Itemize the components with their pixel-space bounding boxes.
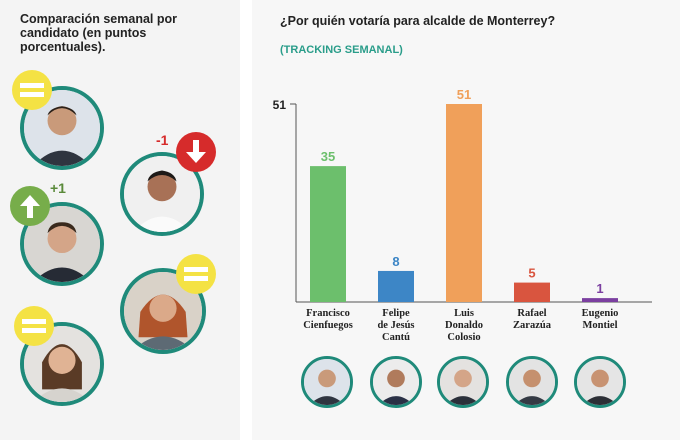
equal-icon — [176, 254, 216, 294]
bar — [310, 166, 346, 302]
category-label: Colosio — [447, 332, 480, 343]
data-label: 8 — [392, 254, 399, 269]
bottom-photo-zarazua — [506, 356, 558, 408]
weekly-comparison-panel: Comparación semanal por candidato (en pu… — [0, 0, 240, 440]
bottom-photo-cantu — [370, 356, 422, 408]
category-label: de Jesús — [377, 320, 414, 331]
category-label: Rafael — [517, 308, 546, 319]
category-label: Francisco — [306, 308, 350, 319]
bar — [514, 282, 550, 302]
bar — [378, 270, 414, 302]
panel-title: Comparación semanal por candidato (en pu… — [20, 12, 177, 54]
category-label: Luis — [454, 308, 474, 319]
data-label: 51 — [457, 87, 471, 102]
chart-title: ¿Por quién votaría para alcalde de Monte… — [280, 14, 556, 28]
y-tick-label: 51 — [273, 98, 287, 112]
change-label-cantu: -1 — [156, 132, 169, 148]
candidate-photo-bottom-left — [20, 322, 104, 406]
data-label: 1 — [596, 281, 603, 296]
bottom-photo-montiel — [574, 356, 626, 408]
arrow-down-icon — [176, 132, 216, 172]
equal-icon — [14, 306, 54, 346]
category-label: Eugenio — [582, 308, 619, 319]
data-label: 35 — [321, 149, 335, 164]
category-label: Zarazúa — [513, 320, 552, 331]
bottom-photo-cienfuegos — [301, 356, 353, 408]
arrow-up-icon — [10, 186, 50, 226]
candidate-photo-bottom-right — [120, 268, 206, 354]
category-label: Montiel — [583, 320, 618, 331]
category-label: Cienfuegos — [303, 320, 353, 331]
bar — [582, 298, 618, 302]
change-label-colosio: +1 — [50, 180, 66, 196]
data-label: 5 — [528, 266, 535, 281]
bottom-photo-colosio — [437, 356, 489, 408]
category-label: Donaldo — [445, 320, 483, 331]
category-label: Cantú — [382, 332, 410, 343]
bar — [446, 104, 482, 302]
chart-subtitle: (TRACKING SEMANAL) — [280, 44, 403, 56]
category-label: Felipe — [382, 308, 410, 319]
equal-icon — [12, 70, 52, 110]
